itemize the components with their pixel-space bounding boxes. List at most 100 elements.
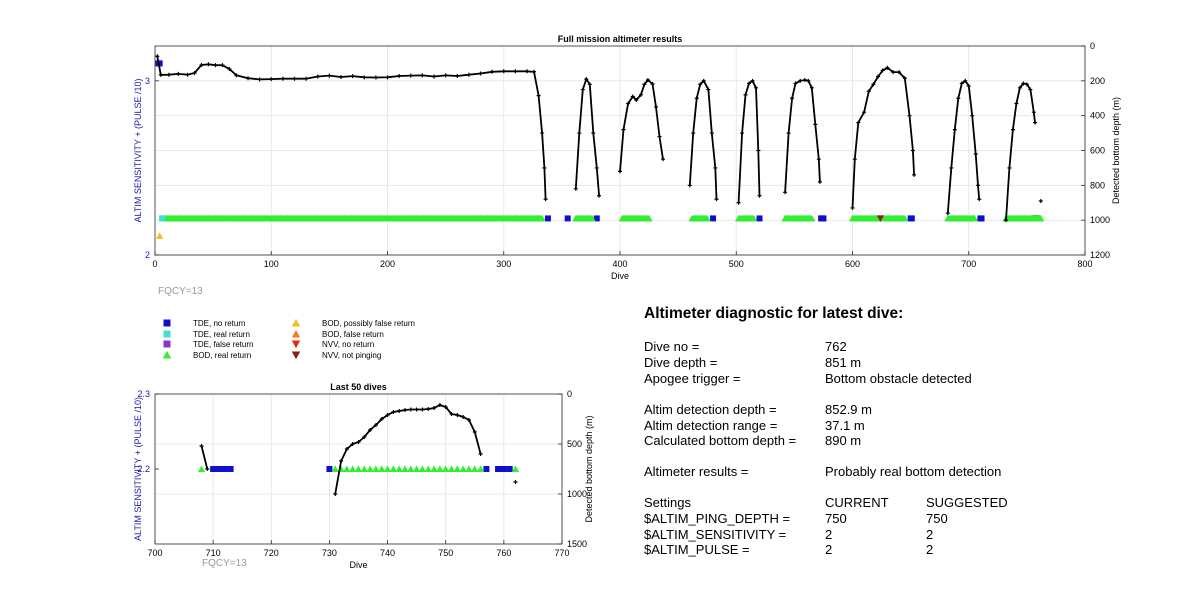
depth-point (385, 75, 390, 80)
depth-point (714, 197, 719, 202)
depth-point (642, 82, 647, 87)
x-tick-label: 700 (961, 259, 976, 269)
depth-point (654, 104, 659, 109)
depth-point (736, 200, 741, 205)
depth-point (866, 89, 871, 94)
marker-triangle (197, 465, 206, 472)
depth-point (362, 75, 367, 80)
x-tick-label: 200 (380, 259, 395, 269)
depth-point (339, 459, 344, 463)
depth-point (220, 63, 225, 68)
marker-triangle (477, 465, 485, 472)
marker-triangle (808, 214, 816, 222)
depth-point (166, 72, 171, 77)
setting-suggested: 2 (926, 527, 934, 542)
legend-marker (291, 340, 301, 349)
marker-triangle (378, 465, 386, 472)
y2-tick-label: 0 (567, 389, 572, 399)
depth-point (205, 467, 210, 471)
marker-square (593, 215, 600, 222)
y2-tick-label: 600 (1090, 146, 1105, 156)
x-tick-label: 300 (496, 259, 511, 269)
depth-point (176, 71, 181, 76)
depth-point (420, 407, 425, 412)
depth-point (344, 447, 349, 451)
legend-marker (163, 340, 171, 348)
marker-triangle (436, 465, 444, 472)
depth-point (973, 151, 978, 156)
setting-name: $ALTIM_PULSE = (644, 542, 750, 557)
x-tick-label: 500 (729, 259, 744, 269)
depth-point (1014, 101, 1019, 106)
setting-current: 2 (825, 527, 833, 542)
depth-point (634, 97, 639, 102)
depth-point (1017, 85, 1022, 90)
marker-square (495, 466, 502, 472)
depth-point (966, 84, 971, 89)
marker-triangle (1037, 214, 1045, 222)
depth-point (645, 77, 650, 82)
depth-point (536, 93, 541, 98)
marker-triangle (401, 465, 409, 472)
marker-triangle (447, 465, 456, 472)
depth-point (373, 423, 378, 427)
legend-label: BOD, possibly false return (322, 319, 415, 328)
marker-square (483, 466, 490, 472)
full-mission-chart: 0 100 200 300 400 500 600 700 800 2 3 0 200 400 600 800… (133, 34, 1121, 297)
depth-point (657, 134, 662, 139)
marker-triangle (349, 465, 357, 472)
depth-point (880, 68, 885, 73)
depth-point (333, 492, 338, 496)
x-tick-label: 100 (264, 259, 279, 269)
suggested-label: SUGGESTED (926, 495, 1008, 510)
marker-triangle (703, 214, 711, 222)
marker-triangle (407, 465, 415, 472)
x-tick-label: 700 (147, 548, 162, 558)
x-tick-label: 750 (438, 548, 453, 558)
depth-point (626, 101, 631, 106)
depth-point (304, 76, 309, 81)
results-value: Probably real bottom detection (825, 464, 1002, 479)
fqcy-note: FQCY=13 (158, 286, 203, 297)
depth-point (414, 407, 419, 412)
depth-point (356, 440, 361, 444)
depth-point (525, 69, 529, 74)
depth-point (959, 81, 964, 86)
dive-no-label: Dive no = (644, 339, 700, 354)
altim-depth-value: 852.9 m (825, 402, 872, 417)
x-tick-label: 0 (152, 259, 157, 269)
depth-point (862, 110, 867, 115)
marker-square (978, 215, 985, 222)
setting-name: $ALTIM_SENSITIVITY = (644, 527, 787, 542)
depth-point (816, 157, 821, 162)
marker-square (820, 215, 827, 222)
depth-point (461, 415, 466, 419)
depth-point (977, 197, 982, 202)
depth-point (315, 74, 320, 79)
depth-point (213, 63, 218, 68)
depth-point (747, 81, 752, 86)
depth-point (1031, 110, 1036, 115)
marker-square (156, 60, 163, 67)
depth-point (1003, 218, 1008, 223)
marker-square (227, 466, 234, 472)
marker-triangle (418, 465, 427, 472)
marker-square (756, 215, 763, 222)
depth-point (373, 75, 378, 80)
depth-point (540, 131, 545, 136)
depth-line (784, 79, 821, 193)
depth-point (227, 66, 232, 71)
depth-point (709, 131, 714, 136)
depth-point (591, 131, 596, 136)
x-tick-label: 740 (380, 548, 395, 558)
marker-triangle (453, 465, 461, 472)
depth-point (1010, 127, 1015, 132)
depth-point (885, 65, 890, 70)
calc-depth-label: Calculated bottom depth = (644, 433, 797, 448)
depth-point (426, 407, 431, 411)
depth-point (597, 193, 602, 198)
marker-square (506, 466, 513, 472)
marker-triangle (511, 465, 520, 472)
depth-point (963, 78, 968, 83)
depth-point (786, 131, 791, 136)
